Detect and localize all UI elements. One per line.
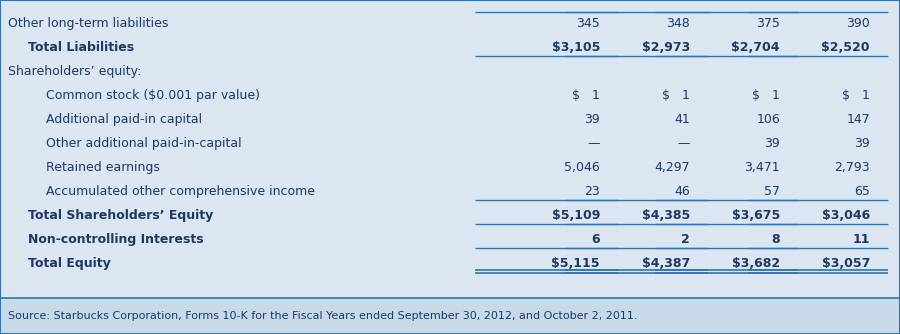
Text: $   1: $ 1 <box>662 89 690 102</box>
Text: Other long-term liabilities: Other long-term liabilities <box>8 17 168 30</box>
Text: 2,793: 2,793 <box>834 161 870 174</box>
Text: $4,387: $4,387 <box>642 257 690 270</box>
Text: $2,973: $2,973 <box>642 41 690 54</box>
Text: Total Equity: Total Equity <box>28 257 111 270</box>
Text: $5,109: $5,109 <box>552 209 600 222</box>
Text: —: — <box>678 137 690 150</box>
Text: $3,057: $3,057 <box>822 257 870 270</box>
Text: 147: 147 <box>846 113 870 126</box>
Text: 3,471: 3,471 <box>744 161 780 174</box>
Text: 345: 345 <box>576 17 600 30</box>
Text: $3,105: $3,105 <box>552 41 600 54</box>
Text: Additional paid-in capital: Additional paid-in capital <box>46 113 203 126</box>
Text: Common stock ($0.001 par value): Common stock ($0.001 par value) <box>46 89 260 102</box>
Text: —: — <box>588 137 600 150</box>
Text: Accumulated other comprehensive income: Accumulated other comprehensive income <box>46 185 315 198</box>
Text: Total Liabilities: Total Liabilities <box>28 41 134 54</box>
Text: 2: 2 <box>681 233 690 246</box>
Text: $   1: $ 1 <box>572 89 600 102</box>
Text: Total Shareholders’ Equity: Total Shareholders’ Equity <box>28 209 213 222</box>
Text: Retained earnings: Retained earnings <box>46 161 160 174</box>
Text: Shareholders’ equity:: Shareholders’ equity: <box>8 65 141 78</box>
Text: 4,297: 4,297 <box>654 161 690 174</box>
Text: 65: 65 <box>854 185 870 198</box>
Text: 8: 8 <box>771 233 780 246</box>
Text: 106: 106 <box>756 113 780 126</box>
Text: 11: 11 <box>852 233 870 246</box>
Text: $2,704: $2,704 <box>732 41 780 54</box>
Text: $5,115: $5,115 <box>552 257 600 270</box>
Text: 390: 390 <box>846 17 870 30</box>
Text: $3,675: $3,675 <box>732 209 780 222</box>
Text: $   1: $ 1 <box>752 89 780 102</box>
Text: Source: Starbucks Corporation, Forms 10-K for the Fiscal Years ended September 3: Source: Starbucks Corporation, Forms 10-… <box>8 311 637 321</box>
Text: $4,385: $4,385 <box>642 209 690 222</box>
Text: 23: 23 <box>584 185 600 198</box>
Bar <box>1 298 899 333</box>
Text: 348: 348 <box>666 17 690 30</box>
Text: 39: 39 <box>854 137 870 150</box>
Text: 5,046: 5,046 <box>564 161 600 174</box>
Text: 46: 46 <box>674 185 690 198</box>
Text: $3,046: $3,046 <box>822 209 870 222</box>
Text: $2,520: $2,520 <box>822 41 870 54</box>
Text: Non-controlling Interests: Non-controlling Interests <box>28 233 203 246</box>
Text: 6: 6 <box>591 233 600 246</box>
Text: 375: 375 <box>756 17 780 30</box>
Text: 57: 57 <box>764 185 780 198</box>
Text: 41: 41 <box>674 113 690 126</box>
Text: 39: 39 <box>584 113 600 126</box>
Text: 39: 39 <box>764 137 780 150</box>
Text: Other additional paid-in-capital: Other additional paid-in-capital <box>46 137 241 150</box>
Text: $   1: $ 1 <box>842 89 870 102</box>
Text: $3,682: $3,682 <box>732 257 780 270</box>
